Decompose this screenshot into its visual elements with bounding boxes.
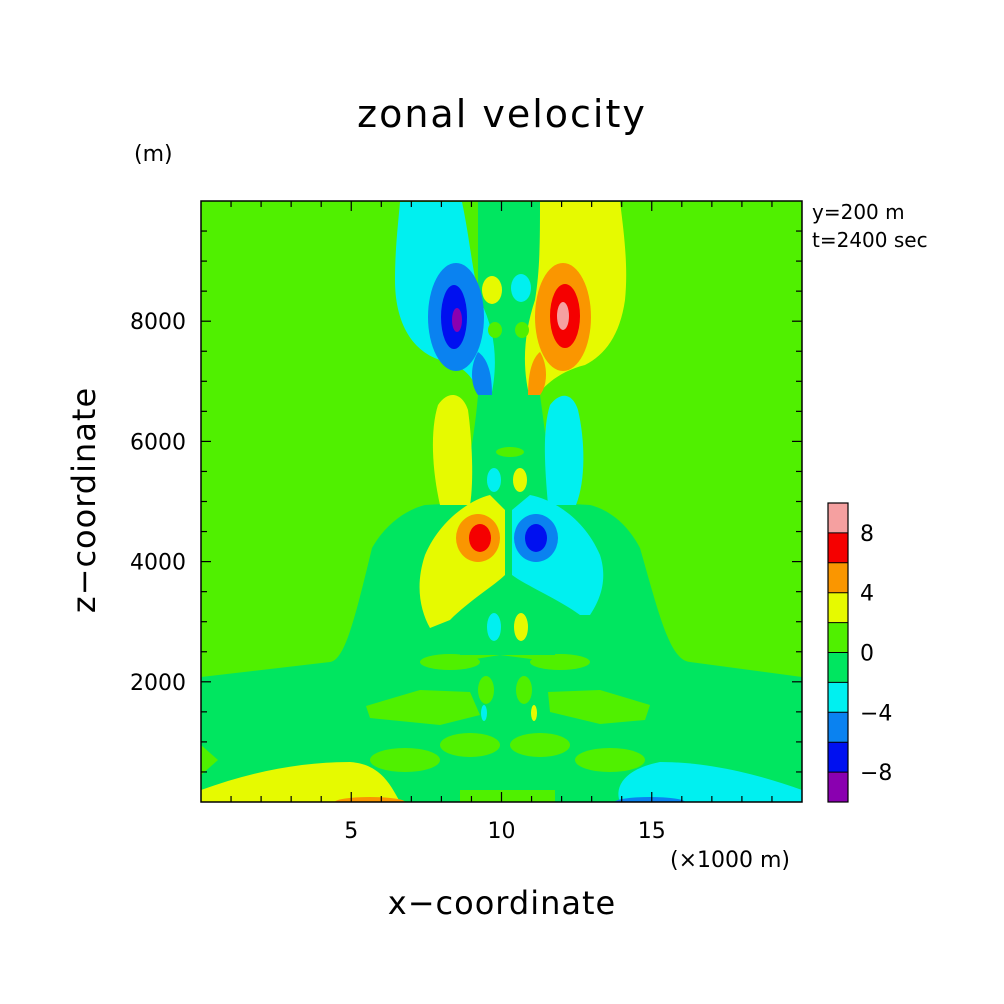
x-tick-label: 10 <box>488 819 516 844</box>
contour-region <box>366 690 480 725</box>
x-tick-label: 5 <box>344 819 358 844</box>
contour-region <box>472 352 492 395</box>
contour-region <box>515 322 529 338</box>
contour-region <box>615 797 685 802</box>
contour-region <box>528 352 546 395</box>
contour-region <box>432 394 473 505</box>
contour-region <box>513 468 527 492</box>
colorbar-swatch <box>828 592 848 623</box>
contour-region <box>201 762 400 802</box>
annotation-t: t=2400 sec <box>812 228 928 252</box>
y-tick-label: 6000 <box>130 430 186 455</box>
contour-region <box>514 613 528 641</box>
contour-region <box>530 654 590 670</box>
colorbar-label: 0 <box>860 642 874 667</box>
colorbar-label: −8 <box>860 761 892 786</box>
contour-region <box>487 613 501 641</box>
y-tick-label: 8000 <box>130 310 186 335</box>
colorbar-swatch <box>828 503 848 533</box>
contour-region <box>335 797 405 802</box>
contour-region <box>469 524 491 552</box>
annotation-y: y=200 m <box>812 200 905 224</box>
contour-region <box>488 322 502 338</box>
colorbar-label: −4 <box>860 701 892 726</box>
y-tick-label: 4000 <box>130 551 186 576</box>
contour-region <box>487 468 501 492</box>
colorbar-swatch <box>828 712 848 743</box>
y-axis-unit: (m) <box>134 142 173 167</box>
contour-region <box>525 524 547 552</box>
contour-region <box>516 676 532 704</box>
colorbar-label: 8 <box>860 522 874 547</box>
x-axis-unit: (×1000 m) <box>670 848 791 873</box>
chart-title: zonal velocity <box>357 92 647 136</box>
colorbar-swatch <box>828 772 848 802</box>
contour-region <box>544 395 584 505</box>
colorbar-swatch <box>828 742 848 773</box>
contour-region <box>618 762 802 802</box>
contour-region <box>452 308 462 332</box>
x-axis-label: x−coordinate <box>387 884 617 922</box>
contour-region <box>557 302 569 330</box>
contour-region <box>481 705 487 721</box>
colorbar-swatch <box>828 652 848 683</box>
contour-region <box>201 745 218 775</box>
contour-region <box>575 748 645 772</box>
contour-region <box>511 274 531 302</box>
contour-region <box>548 690 650 724</box>
colorbar-swatch <box>828 622 848 653</box>
colorbar-swatch <box>828 682 848 713</box>
contour-region <box>420 654 480 670</box>
y-tick-label: 2000 <box>130 671 186 696</box>
contour-region <box>482 276 502 304</box>
contour-region <box>370 748 440 772</box>
x-tick-label: 15 <box>638 819 666 844</box>
contour-region <box>440 733 500 757</box>
colorbar-swatch <box>828 562 848 593</box>
contour-region <box>531 705 537 721</box>
contour-region <box>496 447 524 457</box>
contour-region <box>510 733 570 757</box>
contour-region <box>478 676 494 704</box>
colorbar-label: 4 <box>860 582 874 607</box>
colorbar-swatch <box>828 532 848 563</box>
